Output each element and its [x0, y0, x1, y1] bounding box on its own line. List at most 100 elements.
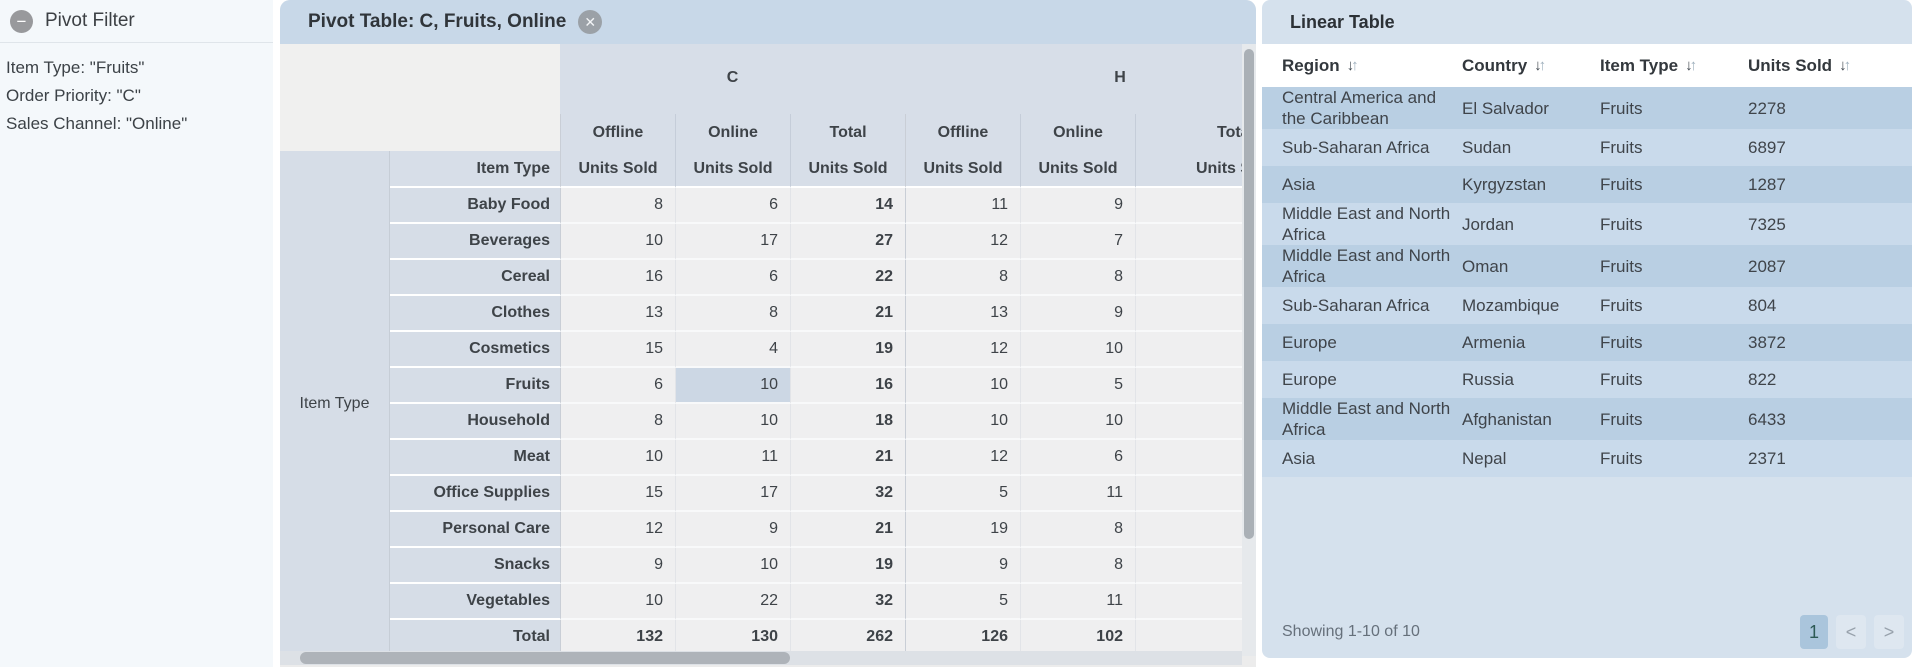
pivot-value-cell[interactable]: 10	[905, 368, 1020, 404]
sort-arrows-icon[interactable]: ↓↑	[1534, 57, 1547, 74]
pivot-value-cell[interactable]: 11	[675, 440, 790, 476]
pivot-row-label[interactable]: Personal Care	[390, 512, 560, 548]
pivot-value-cell[interactable]: 11	[1020, 584, 1135, 620]
pivot-column-header[interactable]: Total	[790, 114, 905, 151]
next-page-button[interactable]: >	[1874, 615, 1904, 649]
table-row[interactable]: Central America and the Caribbean El Salv…	[1262, 87, 1912, 129]
pivot-value-cell-clipped[interactable]	[1135, 404, 1256, 440]
pivot-row-label[interactable]: Clothes	[390, 296, 560, 332]
pivot-row-label[interactable]: Meat	[390, 440, 560, 476]
page-1-button[interactable]: 1	[1800, 615, 1828, 649]
pivot-value-cell-clipped[interactable]	[1135, 332, 1256, 368]
pivot-value-cell-clipped[interactable]	[1135, 548, 1256, 584]
pivot-vertical-scrollbar[interactable]	[1242, 44, 1256, 656]
pivot-value-cell[interactable]: 13	[560, 296, 675, 332]
pivot-value-cell[interactable]: 10	[905, 404, 1020, 440]
pivot-value-cell[interactable]: 10	[675, 548, 790, 584]
pivot-value-cell[interactable]: 7	[1020, 224, 1135, 260]
pivot-value-cell[interactable]: 6	[675, 260, 790, 296]
sort-header-units-sold[interactable]: Units Sold ↓↑	[1748, 56, 1912, 76]
pivot-row-label[interactable]: Fruits	[390, 368, 560, 404]
pivot-row-label[interactable]: Cereal	[390, 260, 560, 296]
pivot-value-cell[interactable]: 11	[905, 188, 1020, 224]
pivot-value-cell[interactable]: 12	[560, 512, 675, 548]
pivot-value-cell[interactable]: 21	[790, 440, 905, 476]
pivot-value-cell[interactable]: 13	[905, 296, 1020, 332]
pivot-value-cell[interactable]: 9	[560, 548, 675, 584]
pivot-value-cell[interactable]: 6	[675, 188, 790, 224]
table-row[interactable]: Middle East and North Africa Oman Fruits 20…	[1262, 245, 1912, 287]
pivot-value-cell[interactable]: 9	[675, 512, 790, 548]
pivot-value-cell[interactable]: 18	[790, 404, 905, 440]
pivot-value-cell-clipped[interactable]	[1135, 188, 1256, 224]
pivot-value-cell[interactable]: 8	[1020, 512, 1135, 548]
table-row[interactable]: Middle East and North Africa Afghanistan F…	[1262, 398, 1912, 440]
pivot-column-header[interactable]: Offline	[905, 114, 1020, 151]
pivot-value-cell[interactable]: 15	[560, 476, 675, 512]
prev-page-button[interactable]: <	[1836, 615, 1866, 649]
pivot-value-cell-clipped[interactable]	[1135, 440, 1256, 476]
pivot-value-cell[interactable]: 10	[675, 368, 790, 404]
sort-arrows-icon[interactable]: ↓↑	[1839, 57, 1852, 74]
pivot-value-cell[interactable]: 10	[560, 224, 675, 260]
pivot-row-label[interactable]: Beverages	[390, 224, 560, 260]
pivot-group-header-c[interactable]: C	[560, 44, 905, 114]
sort-header-region[interactable]: Region ↓↑	[1262, 56, 1462, 76]
sort-header-country[interactable]: Country ↓↑	[1462, 56, 1600, 76]
pivot-value-cell[interactable]: 10	[1020, 332, 1135, 368]
pivot-value-cell[interactable]: 9	[905, 548, 1020, 584]
pivot-value-cell[interactable]: 22	[790, 260, 905, 296]
collapse-minus-icon[interactable]: −	[10, 9, 33, 33]
pivot-value-cell[interactable]: 4	[675, 332, 790, 368]
pivot-column-header[interactable]: Total	[1135, 114, 1256, 151]
pivot-value-cell[interactable]: 16	[560, 260, 675, 296]
pivot-value-cell[interactable]: 12	[905, 440, 1020, 476]
pivot-value-cell-clipped[interactable]	[1135, 512, 1256, 548]
pivot-value-cell[interactable]: 12	[905, 224, 1020, 260]
pivot-value-cell[interactable]: 19	[790, 332, 905, 368]
pivot-value-cell[interactable]: 17	[675, 476, 790, 512]
sort-arrows-icon[interactable]: ↓↑	[1685, 57, 1698, 74]
pivot-value-cell[interactable]: 10	[675, 404, 790, 440]
pivot-value-cell[interactable]: 8	[905, 260, 1020, 296]
pivot-value-cell[interactable]: 17	[675, 224, 790, 260]
pivot-row-label[interactable]: Vegetables	[390, 584, 560, 620]
pivot-value-cell-clipped[interactable]	[1135, 260, 1256, 296]
pivot-value-cell[interactable]: 14	[790, 188, 905, 224]
pivot-value-cell[interactable]: 10	[560, 584, 675, 620]
pivot-value-cell[interactable]: 8	[675, 296, 790, 332]
pivot-value-cell-clipped[interactable]	[1135, 584, 1256, 620]
table-row[interactable]: Sub-Saharan Africa Sudan Fruits 6897	[1262, 129, 1912, 166]
pivot-column-header[interactable]: Offline	[560, 114, 675, 151]
pivot-value-cell[interactable]: 10	[1020, 404, 1135, 440]
pivot-value-cell[interactable]: 9	[1020, 296, 1135, 332]
vertical-scrollbar-thumb[interactable]	[1244, 49, 1254, 539]
pivot-value-cell[interactable]: 32	[790, 476, 905, 512]
table-row[interactable]: Sub-Saharan Africa Mozambique Fruits 804	[1262, 287, 1912, 324]
pivot-value-cell[interactable]: 22	[675, 584, 790, 620]
pivot-value-cell[interactable]: 12	[905, 332, 1020, 368]
pivot-value-cell[interactable]: 6	[1020, 440, 1135, 476]
pivot-value-cell[interactable]: 19	[790, 548, 905, 584]
table-row[interactable]: Europe Russia Fruits 822	[1262, 361, 1912, 398]
pivot-value-cell[interactable]: 8	[560, 404, 675, 440]
horizontal-scrollbar-thumb[interactable]	[300, 652, 790, 664]
pivot-value-cell[interactable]: 132	[560, 620, 675, 656]
pivot-value-cell[interactable]: 6	[560, 368, 675, 404]
pivot-value-cell[interactable]: 27	[790, 224, 905, 260]
table-row[interactable]: Asia Kyrgyzstan Fruits 1287	[1262, 166, 1912, 203]
pivot-value-cell[interactable]: 21	[790, 296, 905, 332]
table-row[interactable]: Europe Armenia Fruits 3872	[1262, 324, 1912, 361]
pivot-value-cell[interactable]: 32	[790, 584, 905, 620]
pivot-value-cell-clipped[interactable]	[1135, 224, 1256, 260]
pivot-value-cell[interactable]: 8	[560, 188, 675, 224]
pivot-value-cell[interactable]: 5	[1020, 368, 1135, 404]
pivot-value-cell-clipped[interactable]	[1135, 476, 1256, 512]
pivot-value-cell[interactable]: 21	[790, 512, 905, 548]
pivot-row-label[interactable]: Household	[390, 404, 560, 440]
pivot-group-header-h[interactable]: H	[905, 44, 1256, 114]
close-icon[interactable]: ✕	[578, 10, 603, 34]
pivot-value-cell[interactable]: 15	[560, 332, 675, 368]
pivot-row-label[interactable]: Snacks	[390, 548, 560, 584]
pivot-value-cell[interactable]: 16	[790, 368, 905, 404]
